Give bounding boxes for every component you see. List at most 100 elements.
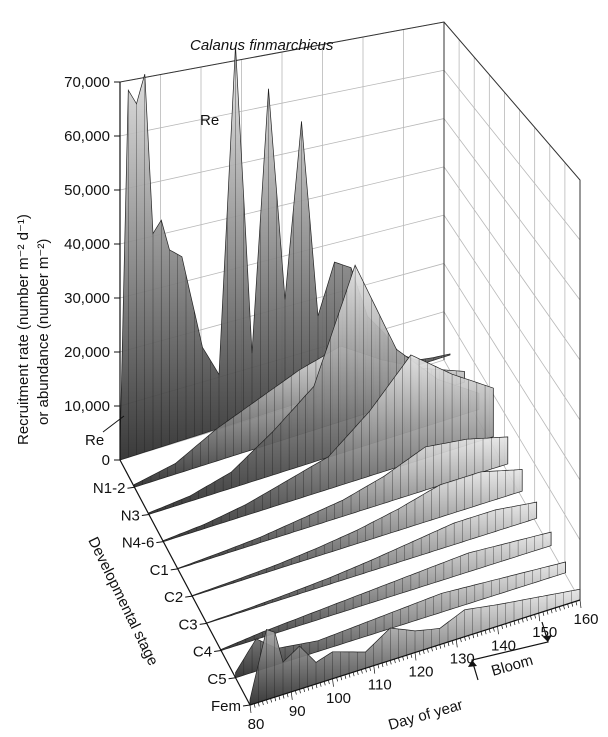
x-minor-tick	[406, 655, 409, 660]
x-minor-tick	[278, 695, 281, 700]
x-minor-tick	[460, 637, 462, 643]
stage-tick-label: C1	[150, 562, 169, 579]
stage-axis-line	[119, 459, 251, 706]
x-minor-tick	[554, 607, 557, 612]
x-minor-tick	[394, 658, 396, 664]
grid-line-horizontal	[443, 70, 581, 241]
x-minor-tick	[332, 678, 334, 687]
x-minor-tick	[501, 624, 503, 630]
bloom-bracket	[471, 621, 549, 681]
x-minor-tick	[538, 613, 541, 622]
y-axis-label-line2: or abundance (number m⁻²)	[35, 239, 52, 425]
y-tick-label: 0	[102, 452, 110, 469]
x-minor-tick	[559, 606, 561, 611]
stage-tick-label: Fem	[211, 698, 241, 715]
x-minor-tick	[439, 644, 442, 649]
x-minor-tick	[381, 662, 384, 668]
x-minor-tick	[365, 668, 367, 673]
stage-tick-label: C3	[178, 616, 197, 633]
x-minor-tick	[521, 618, 524, 623]
x-minor-tick	[575, 601, 578, 606]
stage-tick-label: C5	[207, 671, 226, 688]
x-minor-tick	[398, 657, 400, 662]
y-tick-label: 50,000	[64, 182, 110, 199]
x-minor-tick	[319, 682, 322, 687]
x-minor-tick	[257, 702, 260, 707]
y-tick-label: 40,000	[64, 236, 110, 253]
x-minor-tick	[373, 665, 376, 674]
x-minor-tick	[468, 635, 470, 640]
x-minor-tick	[299, 689, 301, 694]
x-minor-tick	[315, 683, 318, 689]
x-minor-tick	[497, 626, 499, 635]
x-minor-tick	[410, 653, 413, 658]
x-minor-tick	[286, 693, 289, 698]
y-axis: 70,000 60,000 50,000 40,000 30,000 20,000 10,0…	[64, 74, 121, 469]
x-minor-tick	[266, 699, 268, 704]
x-minor-tick	[427, 648, 429, 653]
x-minor-tick	[361, 669, 363, 674]
re-axis-pointer	[102, 415, 125, 433]
grid-line-horizontal	[443, 311, 581, 541]
y-tick-label: 30,000	[64, 290, 110, 307]
stage-tick-mark	[170, 568, 178, 571]
x-minor-tick	[484, 630, 487, 635]
x-tick-label: 80	[248, 716, 265, 733]
x-minor-tick	[385, 661, 388, 666]
x-minor-ticks	[249, 599, 582, 714]
x-minor-tick	[303, 687, 305, 693]
x-minor-tick	[563, 605, 565, 610]
x-minor-tick	[369, 666, 371, 672]
x-minor-tick	[389, 660, 392, 665]
x-minor-tick	[579, 599, 582, 609]
stage-tick-label: C2	[164, 589, 183, 606]
x-minor-tick	[443, 643, 446, 648]
x-minor-tick	[480, 631, 483, 636]
y-tick-labels: 70,000 60,000 50,000 40,000 30,000 20,000 10,0…	[64, 74, 120, 469]
stage-tick-mark	[199, 622, 207, 625]
x-minor-tick	[249, 704, 252, 714]
x-minor-tick	[336, 677, 338, 682]
stage-axis: N1-2 N3 N4-6 C1 C2 C3 C4 C5 Fem	[93, 459, 251, 715]
x-minor-tick	[270, 698, 272, 703]
x-minor-tick	[530, 615, 532, 620]
surface-series	[119, 45, 581, 706]
bloom-arrow-left	[468, 660, 477, 667]
x-tick-label: 110	[368, 677, 392, 694]
bloom-arrow-right	[543, 635, 552, 642]
x-minor-tick	[550, 609, 553, 614]
x-tick-label: 100	[326, 690, 351, 707]
grid-line-horizontal	[443, 214, 581, 421]
stage-tick-label: N4-6	[122, 535, 155, 552]
x-tick-label: 160	[573, 611, 598, 628]
stage-tick-labels: N1-2 N3 N4-6 C1 C2 C3 C4 C5 Fem	[93, 480, 251, 715]
x-minor-tick	[509, 622, 512, 627]
stage-tick-label: C4	[193, 644, 212, 661]
x-minor-tick	[290, 691, 293, 700]
stage-axis-label: Developmental stage	[84, 534, 161, 668]
x-minor-tick	[567, 603, 569, 609]
x-minor-tick	[377, 664, 380, 669]
stage-tick-label: N1-2	[93, 480, 126, 497]
x-minor-tick	[534, 614, 536, 619]
x-minor-tick	[307, 686, 310, 691]
x-tick-label: 130	[450, 650, 475, 667]
stage-tick-mark	[127, 486, 135, 489]
x-minor-tick	[352, 672, 355, 677]
x-minor-tick	[488, 628, 491, 633]
x-axis-label: Day of year	[386, 696, 464, 733]
y-tick-label: 70,000	[64, 74, 110, 91]
x-minor-tick	[431, 647, 433, 652]
x-minor-tick	[282, 694, 285, 699]
chart-title: Calanus finmarchicus	[190, 37, 334, 54]
x-minor-tick	[274, 697, 277, 702]
x-minor-tick	[328, 679, 330, 685]
grid-line-horizontal	[443, 118, 581, 301]
x-minor-tick	[253, 703, 256, 708]
grid-line-horizontal	[443, 166, 581, 361]
re-axis-label: Re	[85, 432, 104, 449]
x-minor-tick	[262, 700, 264, 706]
stage-tick-mark	[141, 513, 149, 516]
x-minor-tick	[546, 610, 549, 615]
